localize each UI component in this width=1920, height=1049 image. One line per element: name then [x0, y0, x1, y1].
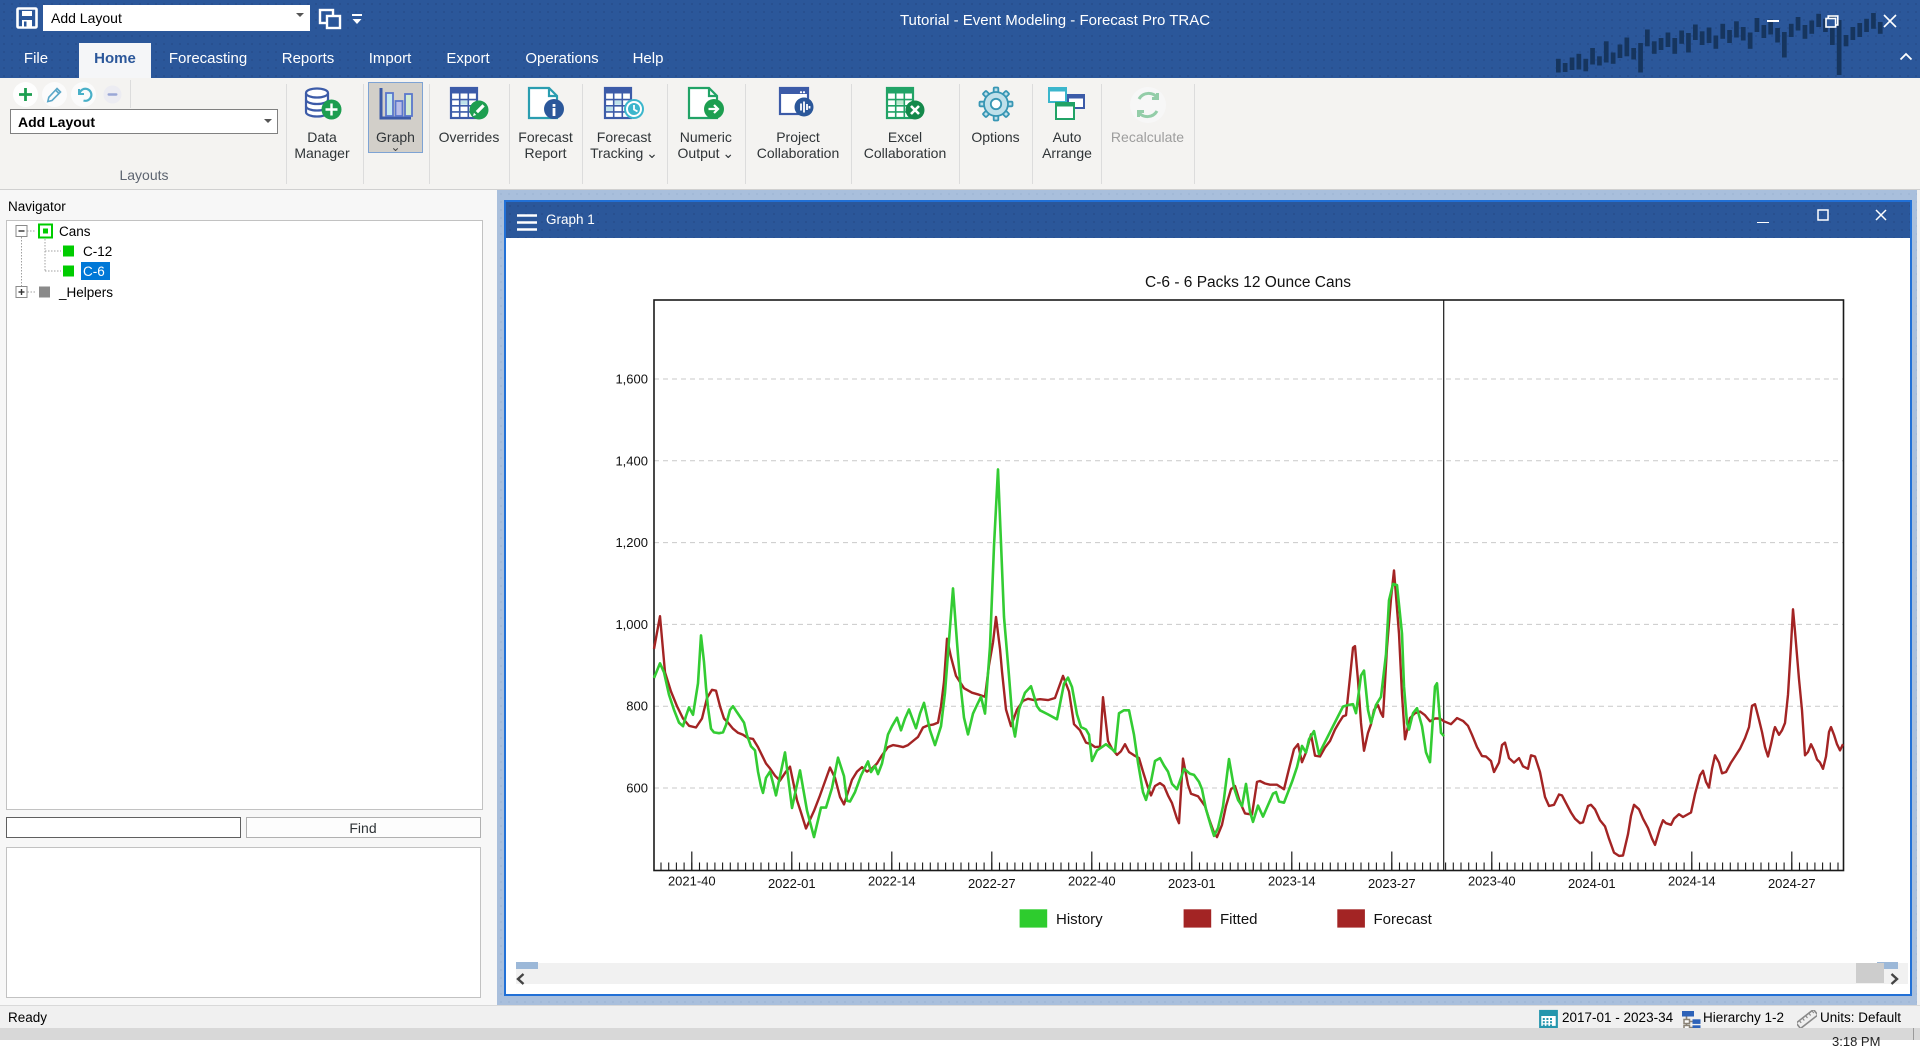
svg-text:2023-40: 2023-40 — [1468, 874, 1516, 889]
svg-text:2023-27: 2023-27 — [1368, 876, 1416, 891]
svg-text:600: 600 — [626, 781, 648, 796]
svg-text:2023-14: 2023-14 — [1268, 874, 1316, 889]
svg-text:2023-01: 2023-01 — [1168, 876, 1216, 891]
svg-text:_Helpers: _Helpers — [58, 285, 113, 300]
svg-text:Fitted: Fitted — [1220, 911, 1258, 928]
svg-text:2024-01: 2024-01 — [1568, 876, 1616, 891]
svg-text:2022-14: 2022-14 — [868, 874, 916, 889]
svg-text:2021-40: 2021-40 — [668, 874, 716, 889]
svg-text:1,200: 1,200 — [615, 535, 648, 550]
svg-text:C-6: C-6 — [83, 264, 105, 279]
svg-text:2022-40: 2022-40 — [1068, 874, 1116, 889]
svg-text:History: History — [1056, 911, 1103, 928]
svg-text:1,000: 1,000 — [615, 617, 648, 632]
svg-text:2024-14: 2024-14 — [1668, 874, 1716, 889]
svg-text:1,600: 1,600 — [615, 372, 648, 387]
svg-text:Cans: Cans — [59, 224, 91, 239]
svg-text:800: 800 — [626, 699, 648, 714]
svg-text:2022-01: 2022-01 — [768, 876, 816, 891]
svg-text:1,400: 1,400 — [615, 453, 648, 468]
svg-text:Forecast: Forecast — [1374, 911, 1433, 928]
svg-text:C-12: C-12 — [83, 244, 112, 259]
svg-text:C-6 - 6 Packs 12 Ounce Cans: C-6 - 6 Packs 12 Ounce Cans — [1145, 274, 1351, 291]
svg-text:2024-27: 2024-27 — [1768, 876, 1816, 891]
svg-text:2022-27: 2022-27 — [968, 876, 1016, 891]
